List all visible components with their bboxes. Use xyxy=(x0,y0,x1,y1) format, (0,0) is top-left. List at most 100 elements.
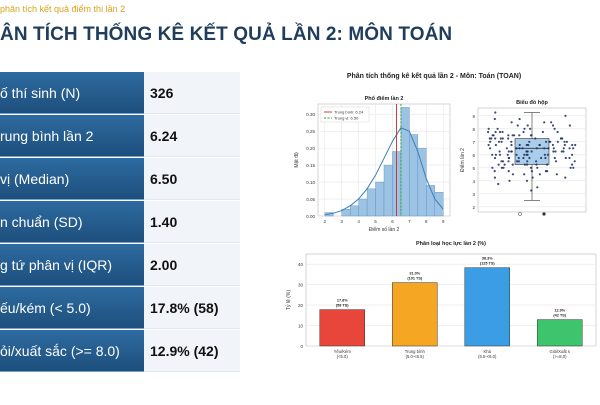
cat-y-tick: 10 xyxy=(298,324,304,329)
box-jitter-point xyxy=(493,156,497,160)
box-jitter-point xyxy=(510,150,513,153)
box-jitter-point xyxy=(564,114,567,117)
box-marker-open xyxy=(518,212,522,216)
box-title: Biểu đồ hộp xyxy=(516,99,548,106)
box-jitter-point xyxy=(499,137,502,140)
hist-xlabel: Điểm số lần 2 xyxy=(369,226,400,233)
box-jitter-point xyxy=(526,124,529,127)
box-jitter-point xyxy=(502,166,505,169)
box-jitter-point xyxy=(525,150,528,153)
box-y-tick: 8 xyxy=(472,127,475,132)
hist-x-tick: 9 xyxy=(442,219,445,224)
box-jitter-point xyxy=(526,163,529,166)
box-jitter-point xyxy=(574,143,577,147)
cat-x-tick: Khá (6.5-<8.0) xyxy=(478,349,497,359)
hist-y-tick: 0.05 xyxy=(306,197,315,202)
box-jitter-point xyxy=(548,140,551,143)
box-jitter-point xyxy=(505,147,508,150)
box-jitter-point xyxy=(568,147,571,150)
box-jitter-point xyxy=(493,170,496,173)
box-jitter-point xyxy=(501,137,504,140)
hist-x-tick: 4 xyxy=(357,219,360,224)
stat-row-iqr: g tứ phân vị (IQR) 2.00 xyxy=(0,244,240,286)
box-jitter-point xyxy=(541,130,544,134)
box-jitter-point xyxy=(550,121,553,124)
box-jitter-point xyxy=(497,182,500,186)
figure-suptitle: Phân tích thống kê kết quả lần 2 - Môn: … xyxy=(347,71,521,80)
cat-data-label: 12.9% (42 TS) xyxy=(553,309,566,318)
box-jitter-point xyxy=(538,143,541,147)
box-ylabel: Điểm lần 2 xyxy=(459,148,466,172)
box-jitter-point xyxy=(554,160,558,163)
hist-bar xyxy=(358,198,368,217)
box-jitter-point xyxy=(523,127,526,130)
box-jitter-point xyxy=(547,147,550,150)
box-jitter-point xyxy=(494,153,497,156)
box-jitter-point xyxy=(546,170,549,173)
stat-label: ỏi/xuất sắc (>= 8.0) xyxy=(0,330,144,372)
box-jitter-point xyxy=(571,153,574,156)
box-jitter-point xyxy=(507,160,510,163)
box-jitter-point xyxy=(556,130,559,134)
box-jitter-point xyxy=(543,147,546,150)
box-jitter-point xyxy=(551,143,554,147)
stat-label: n chuẩn (SD) xyxy=(0,201,144,243)
box-jitter-point xyxy=(515,147,518,150)
box-jitter-point xyxy=(526,160,529,163)
box-jitter-point xyxy=(522,130,525,134)
stat-label: vị (Median) xyxy=(0,158,144,200)
histogram-chart: 0.00 0.05 0.10 0.15 0.20 0.25 0.30 2 3 4 5 6 7 8 9 Trun… xyxy=(294,95,451,233)
box-jitter-point xyxy=(523,163,526,166)
box-jitter-point xyxy=(528,156,531,160)
box-jitter-point xyxy=(562,150,565,153)
box-jitter-point xyxy=(498,153,502,156)
cat-title: Phân loại học lực lần 2 (%) xyxy=(416,241,486,247)
box-jitter-point xyxy=(572,147,575,150)
box-jitter-point xyxy=(507,170,510,173)
stat-value: 326 xyxy=(144,72,240,114)
box-jitter-point xyxy=(510,121,513,124)
box-jitter-point xyxy=(531,176,534,179)
hist-y-tick: 0.10 xyxy=(306,180,315,185)
stat-value: 6.24 xyxy=(144,115,240,157)
box-jitter-point xyxy=(516,160,519,163)
box-jitter-point xyxy=(500,140,503,143)
box-jitter-point xyxy=(564,176,567,179)
box-jitter-point xyxy=(517,160,520,163)
box-jitter-point xyxy=(543,121,546,124)
box-jitter-point xyxy=(487,127,490,130)
cat-bar xyxy=(319,309,365,347)
cat-ylabel: Tỷ lệ (%) xyxy=(285,290,292,310)
box-jitter-point xyxy=(487,143,490,147)
hist-y-tick: 0.30 xyxy=(306,112,315,117)
box-jitter-point xyxy=(491,166,494,169)
box-y-tick: 7 xyxy=(472,140,475,145)
box-jitter-point xyxy=(553,156,556,160)
cat-bar xyxy=(537,319,583,347)
cat-data-label: 17.8% (58 TS) xyxy=(336,299,349,308)
cat-bar xyxy=(464,267,510,347)
box-jitter-point xyxy=(535,163,538,166)
box-jitter-point xyxy=(525,179,529,182)
box-y-tick: 9 xyxy=(472,114,475,119)
hist-legend-median: Trung vị: 6.50 xyxy=(334,116,359,121)
box-jitter-point xyxy=(522,156,525,160)
cat-data-label: 38.3% (125 TS) xyxy=(480,257,496,266)
box-jitter-point xyxy=(510,143,513,147)
cat-x-tick: Trung bình (5.0-<6.5) xyxy=(405,349,426,359)
box-marker-filled xyxy=(542,212,546,216)
box-jitter-point xyxy=(518,143,521,147)
box-jitter-point xyxy=(535,160,538,163)
hist-bar xyxy=(409,134,419,217)
cat-y-tick: 20 xyxy=(298,303,304,308)
category-bar-chart: 0 10 20 30 40 17.8% (58 TS) Yếu/Kém (<5.0) 31.0%(… xyxy=(285,241,597,359)
hist-legend-mean: Trung bình: 6.24 xyxy=(334,110,364,115)
box-jitter-point xyxy=(530,189,533,192)
stat-row-n: ố thí sinh (N) 326 xyxy=(0,72,240,114)
box-jitter-point xyxy=(551,124,555,127)
stat-label: g tứ phân vị (IQR) xyxy=(0,244,144,286)
hist-x-tick: 7 xyxy=(408,219,411,224)
box-jitter-point xyxy=(535,147,538,150)
box-jitter-point xyxy=(500,160,503,163)
box-jitter-point xyxy=(538,173,541,176)
